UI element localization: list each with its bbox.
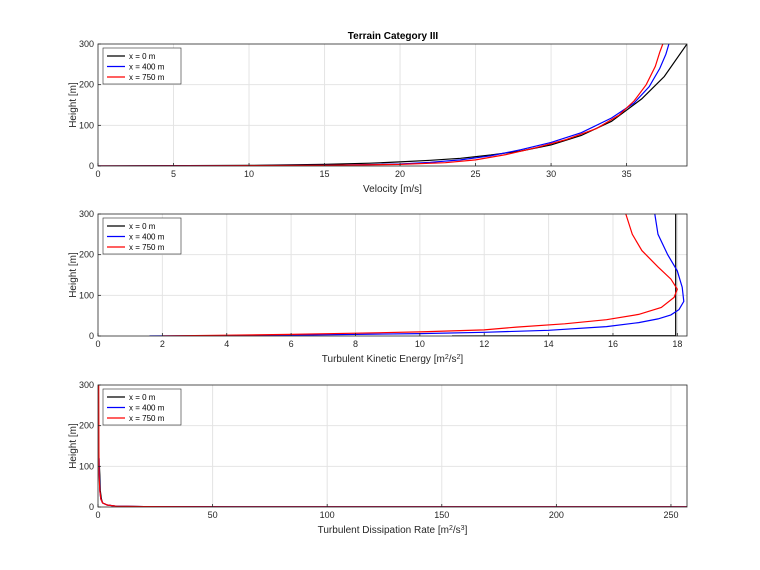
legend: x = 0 m x = 400 mx = 750 m <box>102 47 182 85</box>
y-tick-label: 200 <box>79 250 94 260</box>
y-tick-label: 200 <box>79 80 94 90</box>
y-tick-label: 100 <box>79 120 94 130</box>
y-tick-label: 0 <box>89 502 94 512</box>
subplot-2: 0 2 4 6 8 10 12 14 16 18 0 100 200 300 Turbulent Kinet… <box>68 209 688 366</box>
x-tick-label: 30 <box>546 169 556 179</box>
x-tick-label: 250 <box>663 510 678 520</box>
x-tick-label: 150 <box>434 510 449 520</box>
plot-area <box>98 385 687 507</box>
x-tick-label: 0 <box>95 169 100 179</box>
axes-box <box>97 213 688 337</box>
legend-entry: x = 750 m <box>129 243 165 252</box>
chart-title: Terrain Category III <box>348 31 439 42</box>
x-axis-label: Turbulent Kinetic Energy [m2/s2] <box>322 354 464 366</box>
y-axis-label: Height [m] <box>68 252 79 298</box>
legend-entry: x = 750 m <box>129 73 165 82</box>
legend: x = 0 m x = 400 mx = 750 m <box>102 217 182 255</box>
x-tick-label: 6 <box>289 339 294 349</box>
legend-entry: x = 400 m <box>129 63 165 72</box>
legend: x = 0 m x = 400 mx = 750 m <box>102 388 182 426</box>
x-tick-label: 14 <box>544 339 554 349</box>
subplot-3: 0 50 100 150 200 250 0 100 200 300 Turbulent Dissi… <box>68 380 688 537</box>
x-tick-label: 0 <box>95 339 100 349</box>
x-tick-label: 15 <box>320 169 330 179</box>
x-tick-label: 200 <box>549 510 564 520</box>
legend-entry: x = 0 m <box>129 52 156 61</box>
legend-entry: x = 750 m <box>129 414 165 423</box>
x-tick-label: 35 <box>622 169 632 179</box>
x-tick-label: 10 <box>244 169 254 179</box>
x-tick-label: 50 <box>208 510 218 520</box>
y-tick-label: 300 <box>79 39 94 49</box>
subplot-1: 0 5 10 15 20 25 30 35 0 100 200 300 Velocity [m/s] He… <box>68 39 688 195</box>
y-axis-label: Height [m] <box>68 423 79 469</box>
axes-box <box>97 43 688 167</box>
series-line-2 <box>149 214 685 336</box>
x-axis-label: Turbulent Dissipation Rate [m2/s3] <box>318 525 468 537</box>
axes-box <box>97 384 688 508</box>
y-tick-label: 0 <box>89 161 94 171</box>
x-tick-label: 18 <box>672 339 682 349</box>
legend-entry: x = 400 m <box>129 233 165 242</box>
legend-entry: x = 0 m <box>129 393 156 402</box>
plot-area <box>98 214 687 336</box>
series-line-1 <box>98 44 687 166</box>
plot-area <box>98 44 687 166</box>
y-tick-label: 300 <box>79 209 94 219</box>
x-tick-label: 20 <box>395 169 405 179</box>
x-tick-label: 10 <box>415 339 425 349</box>
x-tick-label: 100 <box>320 510 335 520</box>
legend-entry: x = 0 m <box>129 222 156 231</box>
legend-entry: x = 400 m <box>129 404 165 413</box>
y-tick-label: 300 <box>79 380 94 390</box>
x-tick-label: 12 <box>479 339 489 349</box>
y-axis-label: Height [m] <box>68 82 79 128</box>
series-line-3 <box>98 44 664 166</box>
x-tick-label: 0 <box>95 510 100 520</box>
x-tick-label: 8 <box>353 339 358 349</box>
x-tick-label: 4 <box>224 339 229 349</box>
y-tick-label: 200 <box>79 421 94 431</box>
y-tick-label: 0 <box>89 331 94 341</box>
x-tick-label: 25 <box>471 169 481 179</box>
x-tick-label: 5 <box>171 169 176 179</box>
series-line-3 <box>162 214 678 336</box>
y-tick-label: 100 <box>79 290 94 300</box>
x-tick-label: 2 <box>160 339 165 349</box>
x-tick-label: 16 <box>608 339 618 349</box>
x-axis-label: Velocity [m/s] <box>363 184 422 195</box>
y-tick-label: 100 <box>79 461 94 471</box>
